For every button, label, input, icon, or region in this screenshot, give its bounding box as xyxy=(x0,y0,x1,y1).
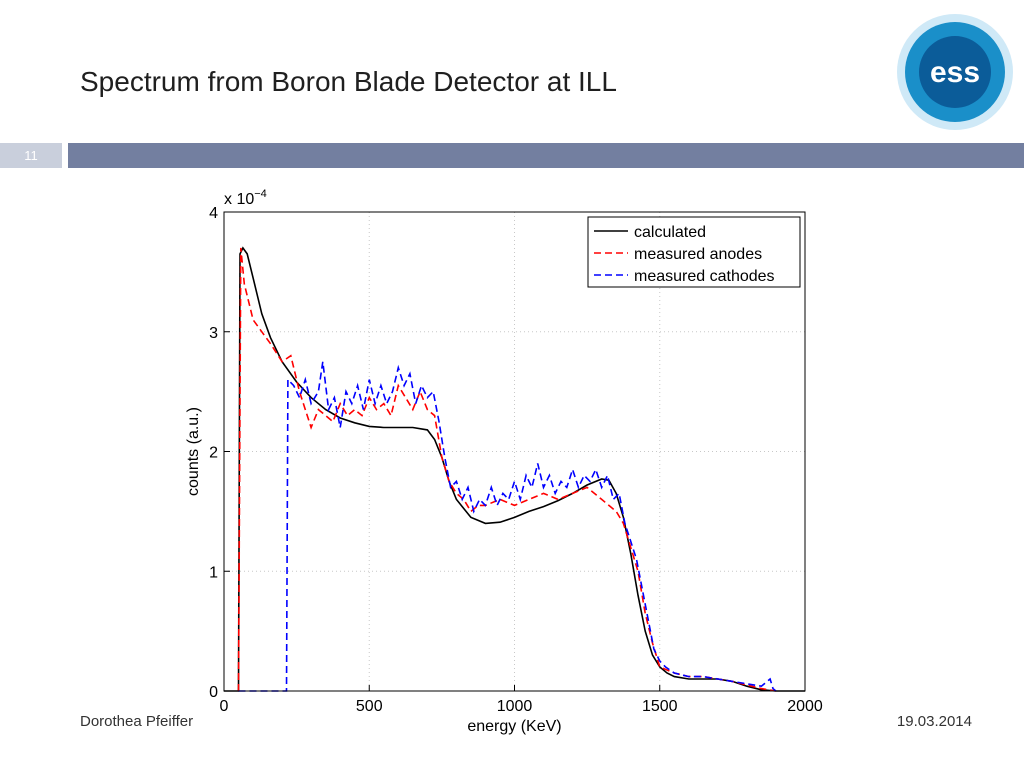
legend-box xyxy=(587,216,801,288)
y-multiplier-base: x 10 xyxy=(224,191,254,208)
y-tick-label: 4 xyxy=(209,205,218,222)
logo-text: ess xyxy=(930,56,980,89)
series-line xyxy=(238,361,777,692)
plot-frame xyxy=(223,211,806,692)
logo: ess xyxy=(897,14,1013,130)
x-tick-label: 2000 xyxy=(787,698,823,715)
y-tick-label: 3 xyxy=(209,325,218,342)
author: Dorothea Pfeiffer xyxy=(80,713,194,730)
slide-title: Spectrum from Boron Blade Detector at IL… xyxy=(80,66,617,97)
x-tick-label: 1500 xyxy=(642,698,678,715)
legend-label: calculated xyxy=(634,224,706,241)
slide-number: 11 xyxy=(0,143,62,168)
series-line xyxy=(224,246,805,692)
x-tick-label: 1000 xyxy=(497,698,533,715)
header-bar xyxy=(68,143,1024,168)
x-axis-label: energy (KeV) xyxy=(467,718,561,735)
x-tick-label: 500 xyxy=(356,698,383,715)
y-tick-label: 2 xyxy=(209,445,218,462)
y-multiplier-exponent: −4 xyxy=(254,188,267,200)
series-line xyxy=(237,247,777,692)
legend-label: measured cathodes xyxy=(634,268,775,285)
x-tick-label: 0 xyxy=(220,698,229,715)
y-tick-label: 0 xyxy=(209,684,218,701)
logo-core xyxy=(919,36,991,108)
date: 19.03.2014 xyxy=(896,713,972,730)
y-axis-label: counts (a.u.) xyxy=(185,407,202,496)
legend-label: measured anodes xyxy=(634,246,762,263)
y-tick-label: 1 xyxy=(209,564,218,581)
y-multiplier: x 10−4 xyxy=(224,188,267,208)
